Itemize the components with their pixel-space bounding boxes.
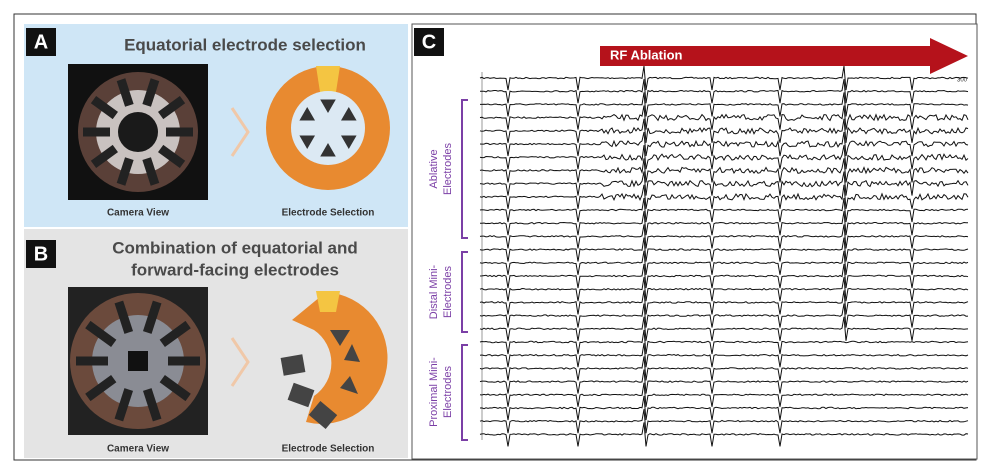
camera-view bbox=[68, 287, 208, 435]
caption: Electrode Selection bbox=[282, 444, 375, 455]
scale-label: 300 bbox=[957, 78, 968, 84]
figure: A Equatorial electrode selection Camera … bbox=[0, 0, 990, 468]
electrode-diagram bbox=[266, 66, 390, 190]
group-label: Distal Mini- bbox=[428, 264, 440, 319]
group-label: Electrodes bbox=[442, 366, 454, 418]
group-label: Ablative bbox=[428, 149, 440, 188]
caption: Camera View bbox=[107, 444, 169, 455]
panel-title: Combination of equatorial and bbox=[112, 238, 358, 257]
panel-title: Equatorial electrode selection bbox=[124, 35, 366, 54]
camera-view bbox=[68, 64, 208, 200]
panel-letter: B bbox=[34, 243, 48, 265]
group-label: Electrodes bbox=[442, 266, 454, 318]
group-label: Proximal Mini- bbox=[428, 357, 440, 427]
arrow-label: RF Ablation bbox=[610, 47, 683, 62]
caption: Camera View bbox=[107, 208, 169, 219]
group-label: Electrodes bbox=[442, 143, 454, 195]
caption: Electrode Selection bbox=[282, 208, 375, 219]
panel-title: forward-facing electrodes bbox=[131, 260, 339, 279]
panel-letter: C bbox=[422, 31, 436, 53]
panel-letter: A bbox=[34, 31, 48, 53]
panel-c bbox=[412, 24, 977, 459]
